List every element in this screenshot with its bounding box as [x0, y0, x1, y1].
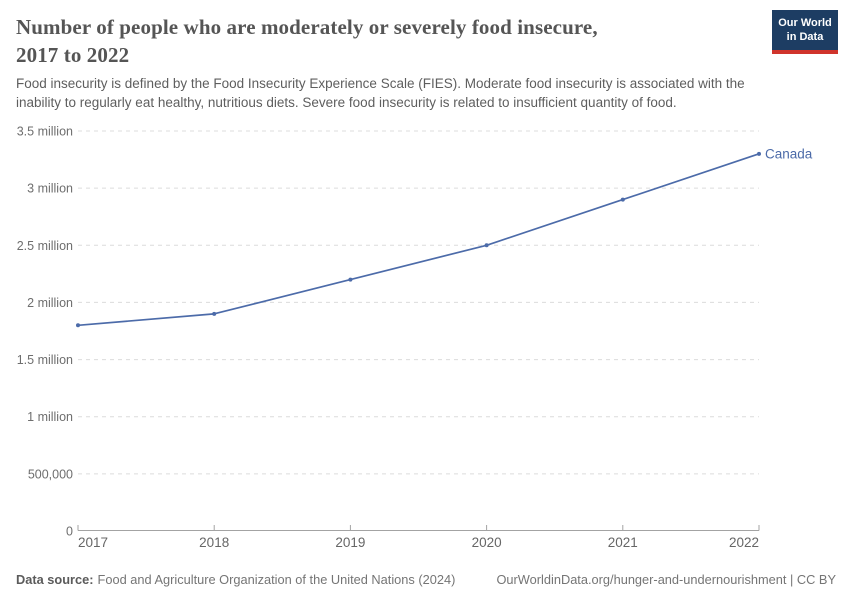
data-point	[484, 243, 489, 248]
chart-title-line-1: Number of people who are moderately or s…	[16, 15, 598, 39]
data-point	[348, 277, 353, 282]
y-tick-label: 1 million	[27, 410, 73, 424]
y-tick-label: 1.5 million	[17, 353, 73, 367]
y-tick-label: 500,000	[28, 467, 73, 481]
x-tick-label: 2021	[608, 535, 638, 550]
chart-footer: Data source: Food and Agriculture Organiz…	[16, 572, 836, 587]
y-tick-label: 3 million	[27, 182, 73, 196]
chart-subtitle: Food insecurity is defined by the Food I…	[16, 74, 745, 112]
data-point	[76, 323, 80, 328]
y-tick-label: 2.5 million	[17, 239, 73, 253]
y-tick-label: 3.5 million	[17, 125, 73, 139]
y-tick-label: 0	[66, 525, 73, 539]
owid-logo[interactable]: Our World in Data	[772, 10, 838, 54]
x-tick-label: 2018	[199, 535, 229, 550]
series-label: Canada	[765, 146, 813, 161]
data-point	[212, 311, 217, 316]
chart-title: Number of people who are moderately or s…	[16, 13, 598, 69]
data-source-label: Data source:	[16, 572, 94, 587]
owid-logo-line-1: Our World	[778, 17, 832, 29]
x-tick-label: 2022	[729, 535, 759, 550]
data-line	[77, 153, 760, 327]
chart-subtitle-line-2: inability to regularly eat healthy, nutr…	[16, 95, 677, 110]
x-tick-label: 2017	[78, 535, 108, 550]
x-tick-label: 2020	[472, 535, 502, 550]
data-source: Data source: Food and Agriculture Organiz…	[16, 572, 455, 587]
chart-title-line-2: 2017 to 2022	[16, 43, 130, 67]
chart-subtitle-line-1: Food insecurity is defined by the Food I…	[16, 76, 745, 91]
owid-logo-line-2: in Data	[786, 30, 824, 43]
data-source-text: Food and Agriculture Organization of the…	[97, 572, 456, 587]
y-tick-label: 2 million	[27, 296, 73, 310]
owid-link[interactable]: OurWorldinData.org/hunger-and-undernouri…	[496, 572, 836, 587]
data-point	[757, 151, 761, 156]
x-tick-label: 2019	[335, 535, 365, 550]
data-point	[620, 197, 625, 202]
